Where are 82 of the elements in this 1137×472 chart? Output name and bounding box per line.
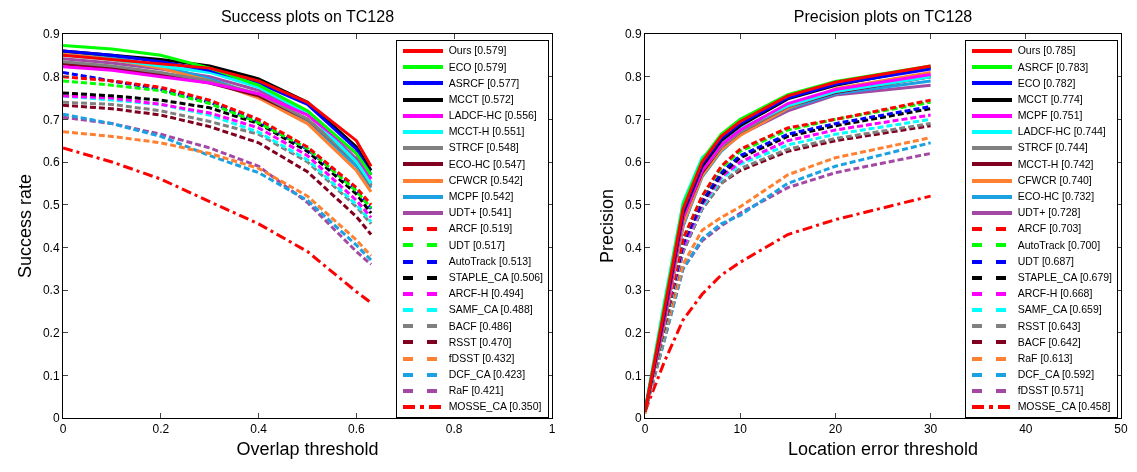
legend-label: LADCF-HC [0.744]	[1017, 124, 1106, 140]
legend-label: ECO [0.579]	[448, 59, 507, 75]
y-tick-label: 0	[52, 411, 60, 426]
x-tick-label: 0.2	[152, 422, 170, 437]
y-tick-label: 0.9	[42, 27, 60, 42]
legend-label: ECO [0.782]	[1017, 75, 1076, 91]
chart-title: Success plots on TC128	[220, 8, 395, 26]
legend-label: ARCF-H [0.494]	[448, 286, 524, 302]
y-tick-label: 0.1	[42, 368, 60, 383]
y-tick-label: 0.7	[624, 112, 642, 127]
legend-label: STRCF [0.548]	[448, 140, 519, 156]
y-tick-label: 0.6	[42, 155, 60, 170]
legend-label: Ours [0.785]	[1017, 43, 1076, 59]
legend-label: MCCT-H [0.551]	[448, 124, 525, 140]
legend-label: ASRCF [0.577]	[448, 75, 520, 91]
x-axis-title: Overlap threshold	[236, 438, 379, 459]
y-tick-label: 0.1	[624, 368, 642, 383]
legend-label: CFWCR [0.740]	[1017, 172, 1092, 188]
y-axis-title: Precision	[597, 188, 618, 264]
x-axis-title: Location error threshold	[787, 438, 979, 459]
y-axis-title: Success rate	[15, 173, 36, 279]
legend-label: STAPLE_CA [0.506]	[448, 269, 543, 285]
legend-label: RaF [0.421]	[448, 383, 504, 399]
legend-label: ASRCF [0.783]	[1017, 59, 1089, 75]
legend-label: ARCF [0.703]	[1017, 221, 1082, 237]
legend-label: STAPLE_CA [0.679]	[1017, 269, 1112, 285]
legend-label: AutoTrack [0.513]	[448, 253, 532, 269]
legend-label: ECO-HC [0.732]	[1017, 189, 1095, 205]
legend-label: ARCF-H [0.668]	[1017, 286, 1093, 302]
legend-label: fDSST [0.571]	[1017, 383, 1084, 399]
chart-title: Precision plots on TC128	[793, 8, 973, 26]
legend-label: UDT [0.517]	[448, 237, 506, 253]
legend-label: MCPF [0.751]	[1017, 108, 1083, 124]
y-tick-label: 0.3	[42, 283, 60, 298]
x-tick-label: 0.6	[348, 422, 366, 437]
x-tick-label: 30	[923, 422, 938, 437]
y-tick-label: 0.4	[624, 240, 642, 255]
x-tick-label: 1	[548, 422, 556, 437]
legend-label: AutoTrack [0.700]	[1017, 237, 1101, 253]
legend-label: ARCF [0.519]	[448, 221, 513, 237]
x-tick-label: 50	[1114, 422, 1128, 437]
legend-label: CFWCR [0.542]	[448, 172, 523, 188]
y-tick-label: 0	[634, 411, 642, 426]
legend-label: MCCT-H [0.742]	[1017, 156, 1094, 172]
legend-label: BACF [0.642]	[1017, 334, 1081, 350]
legend-label: DCF_CA [0.423]	[448, 367, 526, 383]
legend-label: UDT+ [0.541]	[448, 205, 512, 221]
y-tick-label: 0.2	[624, 325, 642, 340]
y-tick-label: 0.4	[42, 240, 60, 255]
legend-label: MCPF [0.542]	[448, 189, 514, 205]
x-tick-label: 0.4	[250, 422, 268, 437]
y-tick-label: 0.6	[624, 155, 642, 170]
legend-label: RSST [0.643]	[1017, 318, 1081, 334]
y-tick-label: 0.7	[42, 112, 60, 127]
legend-label: MCCT [0.572]	[448, 91, 514, 107]
legend-label: SAMF_CA [0.488]	[448, 302, 533, 318]
legend-label: MCCT [0.774]	[1017, 91, 1083, 107]
y-tick-label: 0.9	[624, 27, 642, 42]
y-tick-label: 0.3	[624, 283, 642, 298]
y-tick-label: 0.5	[624, 197, 642, 212]
legend-label: RaF [0.613]	[1017, 350, 1073, 366]
legend-label: SAMF_CA [0.659]	[1017, 302, 1102, 318]
legend-label: UDT [0.687]	[1017, 253, 1075, 269]
x-tick-label: 20	[828, 422, 843, 437]
legend-label: MOSSE_CA [0.350]	[448, 399, 542, 415]
legend-label: Ours [0.579]	[448, 43, 507, 59]
x-tick-label: 10	[733, 422, 748, 437]
y-tick-label: 0.8	[42, 69, 60, 84]
legend-label: fDSST [0.432]	[448, 350, 515, 366]
legend-label: DCF_CA [0.592]	[1017, 367, 1095, 383]
y-tick-label: 0.2	[42, 325, 60, 340]
legend-label: ECO-HC [0.547]	[448, 156, 526, 172]
x-tick-label: 0.8	[445, 422, 463, 437]
legend-label: BACF [0.486]	[448, 318, 512, 334]
legend-label: LADCF-HC [0.556]	[448, 108, 537, 124]
x-tick-label: 40	[1019, 422, 1033, 437]
y-tick-label: 0.5	[42, 197, 60, 212]
legend-label: MOSSE_CA [0.458]	[1017, 399, 1111, 415]
legend-label: STRCF [0.744]	[1017, 140, 1088, 156]
y-tick-label: 0.8	[624, 69, 642, 84]
legend-label: RSST [0.470]	[448, 334, 512, 350]
legend-label: UDT+ [0.728]	[1017, 205, 1081, 221]
